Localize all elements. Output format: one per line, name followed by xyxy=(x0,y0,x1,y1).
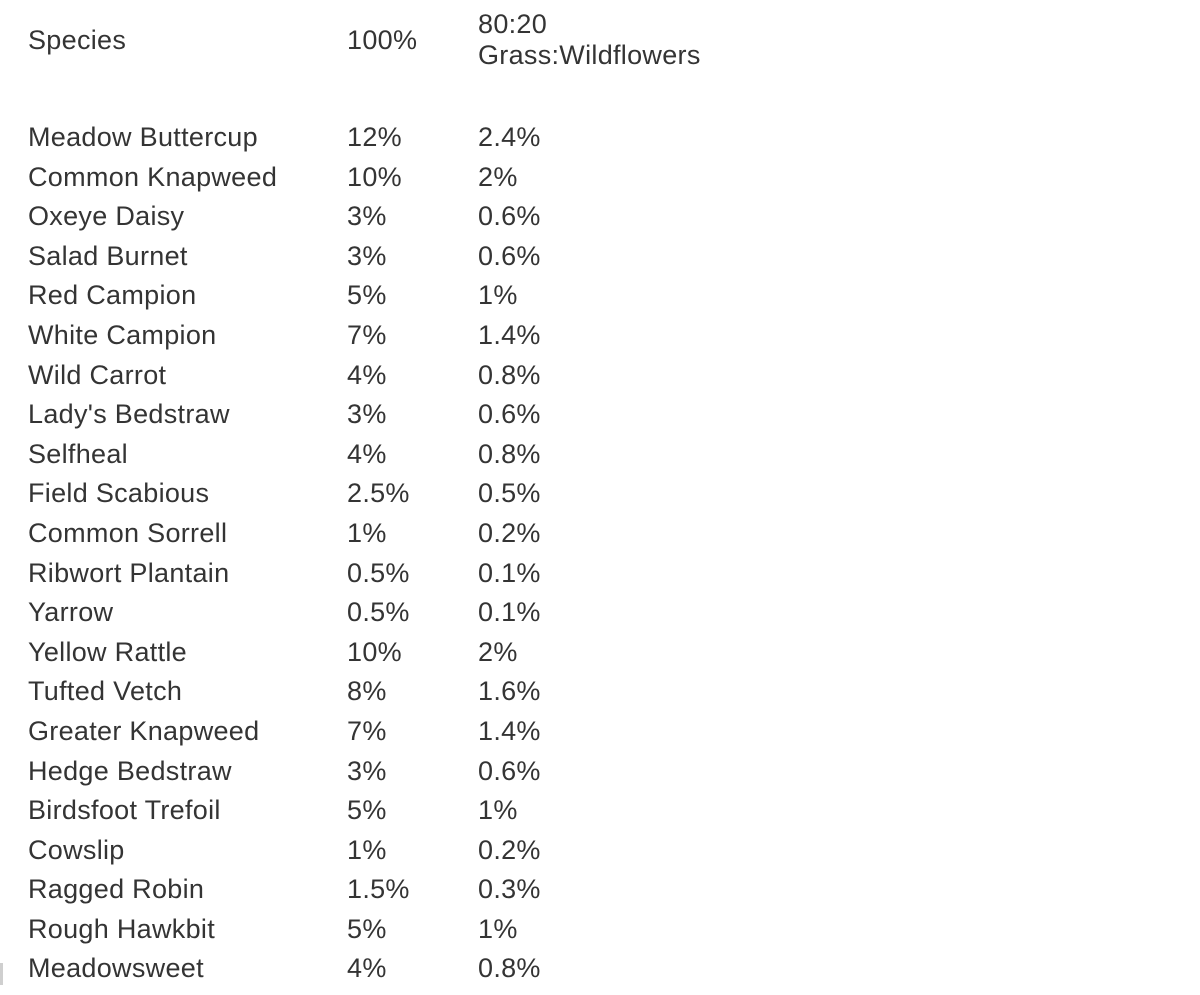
pct-100-cell: 10% xyxy=(347,636,402,667)
species-name-cell: Wild Carrot xyxy=(28,359,167,390)
pct-80-20-cell: 2% xyxy=(478,161,518,192)
pct-100-cell: 1% xyxy=(347,517,387,548)
table-row: Common Knapweed 10% 2% xyxy=(28,158,908,198)
pct-100-cell: 3% xyxy=(347,201,387,232)
table-row: Wild Carrot 4% 0.8% xyxy=(28,356,908,396)
pct-100-cell: 3% xyxy=(347,240,387,271)
pct-80-20-cell: 1% xyxy=(478,795,518,826)
pct-100-cell: 8% xyxy=(347,676,387,707)
table-row: Red Campion 5% 1% xyxy=(28,276,908,316)
pct-100-cell: 1.5% xyxy=(347,874,410,905)
header-80-20-ratio: 80:20 xyxy=(478,9,548,39)
pct-80-20-cell: 1% xyxy=(478,280,518,311)
pct-80-20-cell: 2.4% xyxy=(478,122,541,152)
pct-100-cell: 4% xyxy=(347,359,387,390)
species-name-cell: Meadow Buttercup xyxy=(28,122,258,152)
table-row: Oxeye Daisy 3% 0.6% xyxy=(28,197,908,237)
pct-100-cell: 1% xyxy=(347,834,387,865)
species-name-cell: Ribwort Plantain xyxy=(28,557,230,588)
header-species: Species xyxy=(28,24,127,55)
table-row: Field Scabious 2.5% 0.5% xyxy=(28,474,908,514)
pct-80-20-cell: 1% xyxy=(478,913,518,944)
table-row: Tufted Vetch 8% 1.6% xyxy=(28,672,908,712)
table-row: Selfheal 4% 0.8% xyxy=(28,435,908,475)
table-row: Hedge Bedstraw 3% 0.6% xyxy=(28,752,908,792)
header-grass-wildflowers: Grass:Wildflowers xyxy=(478,40,701,70)
table-row: Birdsfoot Trefoil 5% 1% xyxy=(28,791,908,831)
pct-100-cell: 0.5% xyxy=(347,597,410,628)
pct-80-20-cell: 0.1% xyxy=(478,557,541,588)
species-name-cell: Common Knapweed xyxy=(28,161,278,192)
species-name-cell: Common Sorrell xyxy=(28,517,228,548)
species-name-cell: Greater Knapweed xyxy=(28,715,260,746)
pct-100-cell: 4% xyxy=(347,438,387,469)
species-name-cell: Selfheal xyxy=(28,438,128,469)
table-row: Lady's Bedstraw 3% 0.6% xyxy=(28,395,908,435)
pct-80-20-cell: 1.4% xyxy=(478,715,541,746)
pct-80-20-cell: 0.8% xyxy=(478,438,541,469)
species-name-cell: Hedge Bedstraw xyxy=(28,755,232,786)
species-name-cell: Meadowsweet xyxy=(28,953,204,984)
table-row: Yarrow 0.5% 0.1% xyxy=(28,593,908,633)
table-row: Rough Hawkbit 5% 1% xyxy=(28,910,908,950)
table-row: Meadowsweet 4% 0.8% xyxy=(28,949,908,989)
species-name-cell: Yarrow xyxy=(28,597,114,628)
left-edge-artifact xyxy=(0,963,3,985)
table-row: Yellow Rattle 10% 2% xyxy=(28,633,908,673)
species-name-cell: Lady's Bedstraw xyxy=(28,399,230,430)
pct-100-cell: 4% xyxy=(347,953,387,984)
pct-80-20-cell: 1.6% xyxy=(478,676,541,707)
species-name-cell: Birdsfoot Trefoil xyxy=(28,795,221,826)
pct-100-cell: 3% xyxy=(347,399,387,430)
species-name-cell: Salad Burnet xyxy=(28,240,188,271)
pct-100-cell: 5% xyxy=(347,795,387,826)
table-body: Meadow Buttercup 12% 2.4% Common Knapwee… xyxy=(28,118,908,989)
pct-100-cell: 5% xyxy=(347,913,387,944)
table-row: Ribwort Plantain 0.5% 0.1% xyxy=(28,554,908,594)
species-name-cell: Rough Hawkbit xyxy=(28,913,215,944)
species-name-cell: Red Campion xyxy=(28,280,197,311)
table-row: Salad Burnet 3% 0.6% xyxy=(28,237,908,277)
table-row: Cowslip 1% 0.2% xyxy=(28,831,908,871)
pct-80-20-cell: 0.6% xyxy=(478,201,541,232)
pct-100-cell: 12% xyxy=(347,122,402,152)
pct-80-20-cell: 0.6% xyxy=(478,399,541,430)
pct-100-cell: 10% xyxy=(347,161,402,192)
table-row: White Campion 7% 1.4% xyxy=(28,316,908,356)
pct-80-20-cell: 0.1% xyxy=(478,597,541,628)
species-name-cell: Yellow Rattle xyxy=(28,636,187,667)
table-row: Meadow Buttercup 12% 2.4% xyxy=(28,118,908,158)
species-name-cell: White Campion xyxy=(28,319,217,350)
header-row: Species 100% 80:20 Grass:Wildflowers xyxy=(28,6,908,118)
table-row: Common Sorrell 1% 0.2% xyxy=(28,514,908,554)
pct-80-20-cell: 2% xyxy=(478,636,518,667)
table-row: Ragged Robin 1.5% 0.3% xyxy=(28,870,908,910)
pct-80-20-cell: 0.6% xyxy=(478,240,541,271)
species-mix-table: Species 100% 80:20 Grass:Wildflowers Mea… xyxy=(28,6,908,989)
pct-100-cell: 3% xyxy=(347,755,387,786)
pct-80-20-cell: 0.2% xyxy=(478,834,541,865)
pct-80-20-cell: 0.3% xyxy=(478,874,541,905)
header-100-percent: 100% xyxy=(347,24,418,55)
species-name-cell: Ragged Robin xyxy=(28,874,205,905)
species-name-cell: Cowslip xyxy=(28,834,125,865)
pct-80-20-cell: 0.2% xyxy=(478,517,541,548)
table-header: Species 100% 80:20 Grass:Wildflowers xyxy=(28,6,908,118)
pct-100-cell: 7% xyxy=(347,715,387,746)
pct-80-20-cell: 0.8% xyxy=(478,359,541,390)
pct-80-20-cell: 0.8% xyxy=(478,953,541,984)
pct-80-20-cell: 0.6% xyxy=(478,755,541,786)
species-name-cell: Oxeye Daisy xyxy=(28,201,185,232)
pct-100-cell: 2.5% xyxy=(347,478,410,509)
species-name-cell: Field Scabious xyxy=(28,478,210,509)
pct-100-cell: 5% xyxy=(347,280,387,311)
header-80-20-mix: 80:20 Grass:Wildflowers xyxy=(478,6,908,118)
pct-100-cell: 7% xyxy=(347,319,387,350)
pct-80-20-cell: 1.4% xyxy=(478,319,541,350)
pct-100-cell: 0.5% xyxy=(347,557,410,588)
pct-80-20-cell: 0.5% xyxy=(478,478,541,509)
table-row: Greater Knapweed 7% 1.4% xyxy=(28,712,908,752)
species-name-cell: Tufted Vetch xyxy=(28,676,183,707)
